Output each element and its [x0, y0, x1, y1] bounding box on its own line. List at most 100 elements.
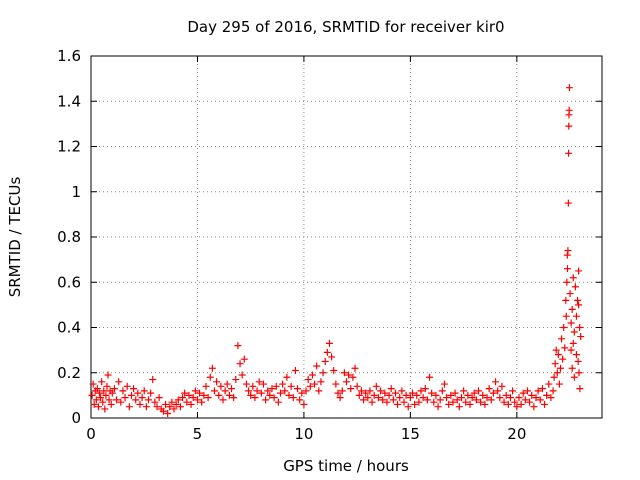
data-point-marker: [345, 371, 353, 379]
data-point-marker: [426, 373, 434, 381]
data-point-marker: [569, 339, 577, 347]
data-point-marker: [144, 396, 152, 404]
data-point-marker: [528, 391, 536, 399]
data-point-marker: [449, 398, 457, 406]
data-point-marker: [504, 400, 512, 408]
data-point-marker: [140, 387, 148, 395]
data-point-marker: [125, 403, 133, 411]
data-point-marker: [338, 387, 346, 395]
data-point-marker: [398, 387, 406, 395]
data-point-marker: [561, 344, 569, 352]
data-point-marker: [489, 389, 497, 397]
data-point-marker: [204, 394, 212, 402]
data-point-marker: [468, 394, 476, 402]
data-point-marker: [101, 405, 109, 413]
data-point-marker: [485, 385, 493, 393]
data-point-marker: [472, 396, 480, 404]
data-point-marker: [100, 387, 108, 395]
data-point-marker: [370, 391, 378, 399]
data-point-marker: [289, 394, 297, 402]
data-point-marker: [360, 396, 368, 404]
y-tick-label: 1.4: [57, 92, 81, 110]
data-point-marker: [268, 385, 276, 393]
data-point-marker: [168, 398, 176, 406]
data-point-marker: [230, 394, 238, 402]
y-tick-label: 0.8: [57, 228, 81, 246]
data-point-marker: [159, 407, 167, 415]
data-point-marker: [247, 391, 255, 399]
data-point-marker: [577, 333, 585, 341]
data-point-marker: [532, 394, 540, 402]
data-point-marker: [470, 389, 478, 397]
data-point-marker: [183, 398, 191, 406]
data-point-marker: [279, 380, 287, 388]
data-point-marker: [147, 389, 155, 397]
data-point-marker: [515, 394, 523, 402]
data-point-marker: [530, 403, 538, 411]
data-point-marker: [421, 385, 429, 393]
data-point-marker: [117, 398, 125, 406]
data-point-marker: [377, 387, 385, 395]
data-point-marker: [285, 391, 293, 399]
data-point-marker: [417, 387, 425, 395]
data-point-marker: [283, 373, 291, 381]
data-point-marker: [351, 364, 359, 372]
data-point-marker: [534, 387, 542, 395]
data-point-marker: [223, 380, 231, 388]
data-point-marker: [276, 389, 284, 397]
data-point-marker: [565, 149, 573, 157]
data-point-marker: [409, 389, 417, 397]
y-tick-label: 0.2: [57, 364, 81, 382]
data-point-marker: [200, 391, 208, 399]
x-axis-label: GPS time / hours: [283, 457, 409, 475]
data-point-marker: [494, 387, 502, 395]
data-point-marker: [547, 394, 555, 402]
data-point-marker: [270, 394, 278, 402]
data-point-marker: [313, 362, 321, 370]
data-point-marker: [440, 380, 448, 388]
data-point-marker: [570, 328, 578, 336]
x-tick-label: 15: [401, 425, 420, 443]
data-point-marker: [245, 387, 253, 395]
grid-lines: [91, 56, 602, 418]
data-point-marker: [445, 400, 453, 408]
data-point-marker: [419, 394, 427, 402]
data-point-marker: [404, 403, 412, 411]
data-point-marker: [477, 398, 485, 406]
data-point-marker: [406, 394, 414, 402]
data-point-marker: [436, 396, 444, 404]
data-point-marker: [240, 355, 248, 363]
data-point-marker: [362, 389, 370, 397]
data-point-marker: [498, 382, 506, 390]
data-point-marker: [90, 400, 98, 408]
data-point-marker: [558, 335, 566, 343]
data-point-marker: [304, 376, 312, 384]
data-point-marker: [302, 387, 310, 395]
data-point-marker: [232, 376, 240, 384]
data-point-marker: [554, 351, 562, 359]
data-point-marker: [564, 199, 572, 207]
data-point-marker: [541, 400, 549, 408]
data-point-marker: [574, 296, 582, 304]
data-point-marker: [166, 403, 174, 411]
data-point-marker: [234, 342, 242, 350]
data-point-marker: [575, 267, 583, 275]
data-point-marker: [130, 385, 138, 393]
data-point-marker: [562, 312, 570, 320]
data-point-marker: [575, 369, 583, 377]
data-point-marker: [306, 382, 314, 390]
data-point-marker: [89, 380, 97, 388]
x-tick-label: 0: [86, 425, 96, 443]
data-point-marker: [559, 355, 567, 363]
data-point-marker: [97, 394, 105, 402]
data-point-marker: [149, 376, 157, 384]
data-point-marker: [374, 394, 382, 402]
data-point-marker: [102, 391, 110, 399]
data-point-marker: [181, 389, 189, 397]
y-tick-label: 0.6: [57, 273, 81, 291]
data-point-marker: [300, 400, 308, 408]
data-point-marker: [272, 382, 280, 390]
data-point-marker: [453, 396, 461, 404]
data-point-marker: [217, 382, 225, 390]
data-point-marker: [238, 371, 246, 379]
